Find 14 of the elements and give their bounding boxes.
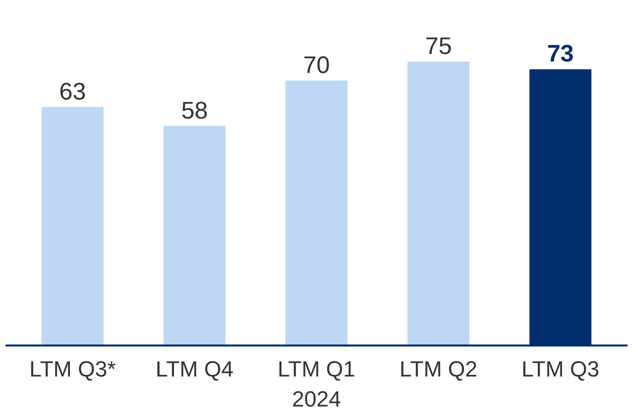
- data-label: 70: [303, 52, 330, 80]
- bar: [42, 107, 104, 346]
- x-tick-label: LTM Q3*: [29, 356, 116, 382]
- bar: [286, 80, 348, 346]
- bar: [164, 126, 226, 346]
- data-label: 75: [425, 33, 452, 60]
- x-tick-label: LTM Q2: [400, 356, 478, 382]
- x-tick-label: LTM Q1 2024: [278, 356, 356, 412]
- data-label: 63: [59, 78, 86, 106]
- data-label: 58: [181, 97, 208, 124]
- data-label: 73: [547, 40, 574, 68]
- x-tick-label: LTM Q4: [156, 356, 234, 382]
- bar: [407, 62, 470, 346]
- x-tick-label: LTM Q3: [522, 356, 600, 382]
